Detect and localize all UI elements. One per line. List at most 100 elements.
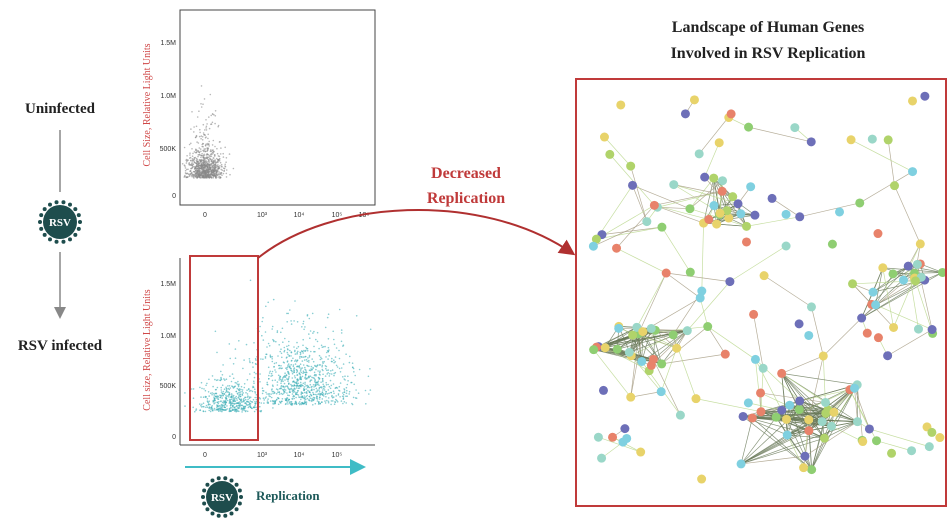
dot [213,170,215,172]
gene-node [614,324,623,333]
gene-node [827,422,836,431]
dot [191,174,193,176]
dot [208,141,210,143]
dot [297,374,299,376]
virus-spike [39,227,43,231]
dot [303,383,305,385]
dot [210,411,212,413]
dot [253,406,255,408]
dot [242,392,244,394]
dot [226,176,228,178]
gene-node [737,459,746,468]
gene-node [657,387,666,396]
dot [325,394,327,396]
dot [324,389,326,391]
dot [331,373,333,375]
dot [304,367,306,369]
virus-spike [73,233,77,237]
dot [192,174,194,176]
dot [227,391,229,393]
virus-icon: RSV [38,200,82,243]
dot [303,364,305,366]
dot [295,403,297,405]
virus-spike [205,507,209,511]
dot [320,357,322,359]
dot [200,138,202,140]
edge [748,403,781,410]
dot [327,393,329,395]
dot [217,161,219,163]
dot [245,410,247,412]
dot [225,387,227,389]
dot [231,385,233,387]
gene-node [777,406,786,415]
dot [208,410,210,412]
y-tick-label: 1.5M [160,40,176,47]
dot [278,397,280,399]
dot [353,384,355,386]
dot [202,150,204,152]
dot [199,410,201,412]
dot [240,391,242,393]
dot [265,396,267,398]
dot [255,358,257,360]
dot [265,392,267,394]
dot [348,393,350,395]
dot [236,405,238,407]
dot [195,137,197,139]
dot [208,169,210,171]
dot [233,398,235,400]
dot [229,385,231,387]
callout-arrow [258,210,572,258]
dot [340,371,342,373]
dot [302,392,304,394]
dot [211,153,213,155]
dot [303,350,305,352]
dot [252,391,254,393]
dot [280,388,282,390]
dot [216,393,218,395]
dot [189,162,191,164]
gene-node [848,279,857,288]
dot [244,383,246,385]
dot [302,397,304,399]
dot [261,335,263,337]
dot [239,393,241,395]
dot [231,393,233,395]
dot [250,390,252,392]
edge [749,127,812,142]
gene-node [872,436,881,445]
dot [249,406,251,408]
dot [238,340,240,342]
dot [220,395,222,397]
dot [345,395,347,397]
gene-node [620,424,629,433]
dot [296,348,298,350]
dot [265,306,267,308]
dot [214,379,216,381]
dot [338,350,340,352]
gene-node [613,345,622,354]
dot [304,326,306,328]
dot [223,170,225,172]
infected-label: RSV infected [18,338,103,354]
dot [333,396,335,398]
dot [326,400,328,402]
dot [293,346,295,348]
dot [273,391,275,393]
dot [341,341,343,343]
dot [286,374,288,376]
virus-spike [202,501,206,505]
dot [333,383,335,385]
gene-node [783,430,792,439]
gene-node [869,288,878,297]
dot [243,359,245,361]
dot [224,164,226,166]
gene-node [904,262,913,271]
dot [279,388,281,390]
dot [206,123,208,125]
gene-node [638,327,647,336]
dot [196,161,198,163]
dot [281,393,283,395]
dot [310,375,312,377]
